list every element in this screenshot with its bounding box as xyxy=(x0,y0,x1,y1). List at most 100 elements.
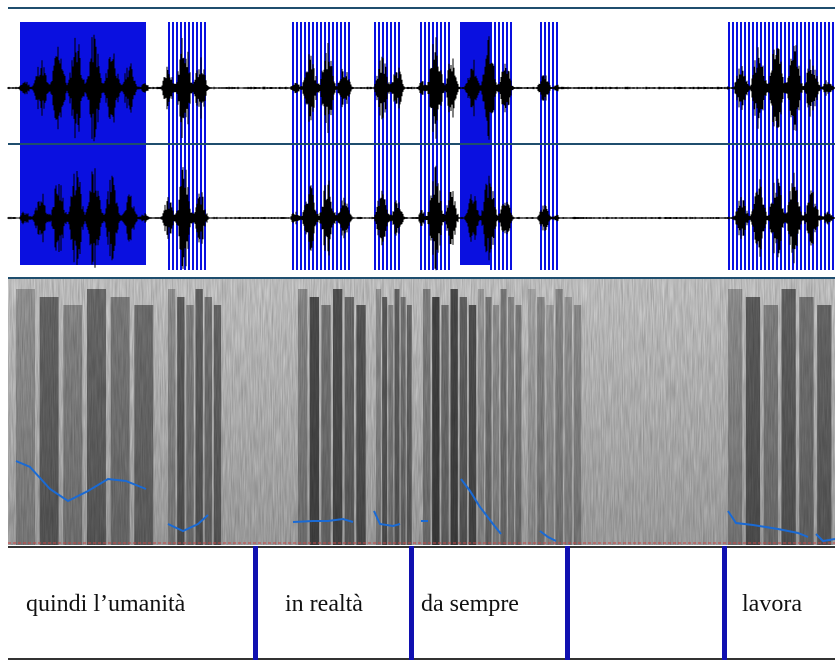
selection-stripe xyxy=(308,22,310,270)
selection-stripe xyxy=(552,22,554,270)
selection-stripe xyxy=(192,22,194,270)
selection-stripe xyxy=(390,22,392,270)
selection-stripe xyxy=(740,22,742,270)
selection-stripe xyxy=(196,22,198,270)
selection-stripe xyxy=(808,22,810,270)
selection-stripe xyxy=(780,22,782,270)
pitch-segment xyxy=(815,533,835,543)
selection-stripe xyxy=(176,22,178,270)
selection-stripe xyxy=(502,22,504,270)
selection-stripe xyxy=(544,22,546,270)
selection-stripe xyxy=(168,22,170,270)
selection-stripe xyxy=(748,22,750,270)
selection-stripe xyxy=(386,22,388,270)
pitch-segment xyxy=(373,510,401,528)
selection-stripe xyxy=(428,22,430,270)
waveform-channel-2 xyxy=(7,165,835,271)
selection-stripe xyxy=(312,22,314,270)
selection-stripe xyxy=(828,22,830,270)
selection-stripe xyxy=(436,22,438,270)
selection-stripe xyxy=(510,22,512,270)
selection-stripe xyxy=(776,22,778,270)
selection-stripe xyxy=(382,22,384,270)
selection-stripe xyxy=(820,22,822,270)
selection-stripe xyxy=(304,22,306,270)
selection-stripe xyxy=(374,22,376,270)
pitch-segment xyxy=(167,514,209,533)
selection-stripe xyxy=(328,22,330,270)
spectrogram-panel[interactable] xyxy=(8,279,835,545)
pitch-segment xyxy=(539,530,557,542)
selection-stripe xyxy=(200,22,202,270)
selection-stripe xyxy=(506,22,508,270)
interval-boundary[interactable] xyxy=(409,546,414,660)
interval-label-2[interactable]: in realtà xyxy=(285,591,363,617)
selection-stripe xyxy=(348,22,350,270)
interval-boundary[interactable] xyxy=(722,546,727,660)
selection-stripe xyxy=(424,22,426,270)
selection-stripe xyxy=(188,22,190,270)
selection-stripe xyxy=(394,22,396,270)
selection-stripe xyxy=(732,22,734,270)
selection-stripe xyxy=(432,22,434,270)
selection-stripe xyxy=(540,22,542,270)
selection-stripe xyxy=(316,22,318,270)
interval-label-5[interactable]: lavora xyxy=(742,591,802,617)
selection-stripe xyxy=(440,22,442,270)
pitch-segment xyxy=(292,517,354,523)
selection-stripe xyxy=(796,22,798,270)
selection-stripe xyxy=(332,22,334,270)
selection-stripe xyxy=(800,22,802,270)
selection-stripe xyxy=(378,22,380,270)
selection-stripe xyxy=(556,22,558,270)
selection-stripe xyxy=(832,22,834,270)
selection-stripe xyxy=(344,22,346,270)
selection-stripe xyxy=(764,22,766,270)
selection-stripe xyxy=(180,22,182,270)
selection-stripe xyxy=(812,22,814,270)
selection-stripe xyxy=(548,22,550,270)
selection-stripe xyxy=(300,22,302,270)
selection-stripe xyxy=(292,22,294,270)
selection-stripe xyxy=(398,22,400,270)
interval-label-1[interactable]: quindi l’umanità xyxy=(26,591,186,617)
selection-stripe xyxy=(752,22,754,270)
pitch-segment xyxy=(727,510,809,538)
selection-stripe xyxy=(736,22,738,270)
waveform-panel[interactable] xyxy=(0,0,835,280)
selection-stripe xyxy=(296,22,298,270)
text-tier[interactable]: quindi l’umanità in realtà da sempre lav… xyxy=(0,546,835,660)
selection-stripe xyxy=(816,22,818,270)
selection-stripe xyxy=(788,22,790,270)
selection-stripe xyxy=(824,22,826,270)
selection-stripe xyxy=(420,22,422,270)
selection-stripe xyxy=(728,22,730,270)
selection-stripe xyxy=(204,22,206,270)
selection-stripe xyxy=(444,22,446,270)
selection-stripe xyxy=(784,22,786,270)
selection-stripe xyxy=(494,22,496,270)
selection-stripe xyxy=(792,22,794,270)
interval-boundary[interactable] xyxy=(565,546,570,660)
selection-stripe xyxy=(768,22,770,270)
pitch-segment xyxy=(15,460,147,503)
selection-stripe xyxy=(760,22,762,270)
selection-stripe xyxy=(340,22,342,270)
selection-stripe xyxy=(804,22,806,270)
interval-label-3[interactable]: da sempre xyxy=(421,591,519,617)
selection-stripe xyxy=(324,22,326,270)
selection-stripe xyxy=(756,22,758,270)
selection-stripe xyxy=(772,22,774,270)
selection-stripe xyxy=(336,22,338,270)
tier-top-border xyxy=(8,546,835,548)
selection-stripe xyxy=(744,22,746,270)
interval-boundary[interactable] xyxy=(253,546,258,660)
selection-stripe xyxy=(172,22,174,270)
selection-stripe xyxy=(184,22,186,270)
pitch-segment xyxy=(460,478,502,535)
pitch-contour xyxy=(15,460,835,543)
selection-stripe xyxy=(320,22,322,270)
selection-stripe xyxy=(490,22,492,270)
selection-stripe xyxy=(448,22,450,270)
